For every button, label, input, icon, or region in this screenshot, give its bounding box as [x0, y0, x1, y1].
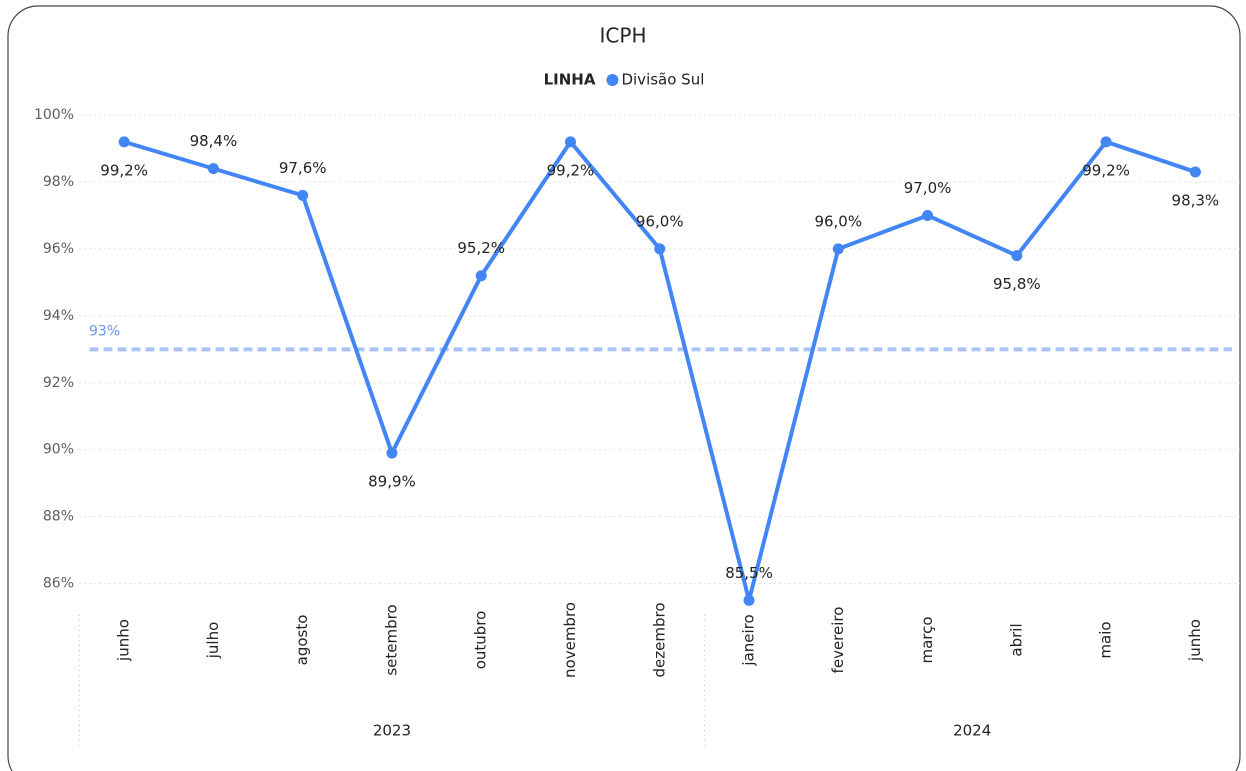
x-tick-label: setembro [382, 604, 400, 675]
data-label: 98,4% [190, 132, 238, 150]
legend-title: LINHA [544, 71, 596, 89]
data-label: 99,2% [100, 161, 148, 179]
y-tick-label: 96% [43, 241, 74, 257]
data-label: 98,3% [1172, 191, 1220, 209]
card-border [7, 5, 1241, 771]
data-label: 97,0% [904, 179, 952, 197]
data-label: 96,0% [636, 212, 684, 230]
data-point [475, 270, 487, 282]
reference-label: 93% [89, 323, 120, 339]
y-tick-label: 94% [43, 308, 74, 324]
x-tick-label: junho [1186, 619, 1204, 662]
data-point [386, 447, 398, 459]
group-label: 2024 [953, 722, 991, 740]
legend-marker [606, 74, 619, 86]
legend-label: Divisão Sul [621, 71, 704, 89]
data-label: 96,0% [814, 212, 862, 230]
data-point [832, 243, 844, 255]
data-label: 89,9% [368, 473, 416, 491]
y-tick-label: 100% [34, 107, 74, 123]
x-tick-label: dezembro [650, 603, 668, 678]
data-point [564, 136, 576, 148]
data-point [1189, 166, 1201, 178]
x-tick-label: março [918, 616, 936, 663]
x-tick-label: outubro [472, 611, 490, 670]
data-label: 97,6% [279, 159, 327, 177]
data-point [922, 209, 934, 221]
y-tick-label: 88% [43, 509, 74, 525]
data-point [297, 189, 309, 201]
x-tick-label: janeiro [740, 614, 758, 666]
data-point [654, 243, 666, 255]
y-tick-label: 90% [43, 442, 74, 458]
data-label: 95,2% [457, 239, 505, 257]
data-label: 85,5% [725, 564, 773, 582]
y-tick-label: 86% [43, 576, 74, 592]
x-tick-label: fevereiro [829, 607, 847, 674]
group-label: 2023 [373, 722, 411, 740]
chart-title: ICPH [600, 24, 647, 48]
x-tick-label: novembro [561, 602, 579, 678]
y-tick-label: 92% [43, 375, 74, 391]
data-label: 95,8% [993, 275, 1041, 293]
x-tick-label: julho [204, 622, 222, 660]
x-tick-label: maio [1097, 621, 1115, 658]
x-tick-label: abril [1007, 623, 1025, 656]
data-label: 99,2% [1082, 161, 1130, 179]
x-tick-label: agosto [293, 615, 311, 666]
data-point [743, 594, 755, 606]
data-point [118, 136, 130, 148]
data-point [1100, 136, 1112, 148]
x-tick-label: junho [115, 619, 133, 662]
data-label: 99,2% [547, 161, 595, 179]
data-point [1011, 250, 1023, 262]
data-point [207, 163, 219, 175]
y-tick-label: 98% [43, 174, 74, 190]
